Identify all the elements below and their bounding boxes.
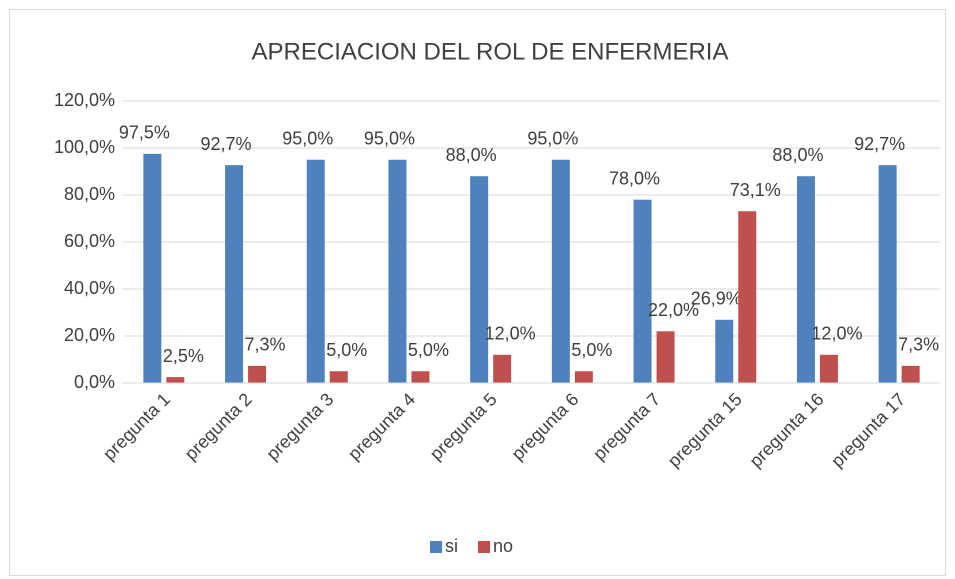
bar	[306, 159, 325, 383]
bar	[574, 371, 593, 383]
bar	[878, 165, 897, 383]
data-label: 92,7%	[201, 134, 252, 154]
bar	[796, 176, 815, 383]
data-label: 5,0%	[408, 340, 449, 360]
bar	[819, 354, 838, 383]
bar	[738, 211, 757, 383]
bar	[388, 159, 407, 383]
data-label: 12,0%	[811, 324, 862, 344]
bar	[329, 371, 348, 383]
bar	[411, 371, 430, 383]
legend-swatch	[478, 541, 490, 553]
legend-swatch	[430, 541, 442, 553]
y-tick-label: 0,0%	[74, 372, 115, 392]
data-label: 73,1%	[730, 180, 781, 200]
data-label: 88,0%	[772, 145, 823, 165]
legend-label: no	[493, 536, 513, 556]
data-label: 88,0%	[446, 145, 497, 165]
data-label: 95,0%	[364, 129, 415, 149]
data-label: 5,0%	[571, 340, 612, 360]
data-label: 92,7%	[854, 134, 905, 154]
y-tick-label: 40,0%	[64, 278, 115, 298]
bar	[715, 319, 734, 383]
y-tick-label: 20,0%	[64, 325, 115, 345]
legend-label: si	[445, 536, 458, 556]
bar	[633, 199, 652, 383]
data-label: 95,0%	[527, 129, 578, 149]
y-tick-label: 80,0%	[64, 184, 115, 204]
data-label: 5,0%	[326, 340, 367, 360]
y-tick-label: 60,0%	[64, 231, 115, 251]
data-label: 78,0%	[609, 168, 660, 188]
chart-title: APRECIACION DEL ROL DE ENFERMERIA	[252, 38, 729, 65]
bar	[166, 377, 185, 383]
data-label: 12,0%	[485, 324, 536, 344]
bar	[551, 159, 570, 383]
bar	[470, 176, 489, 383]
data-label: 95,0%	[282, 129, 333, 149]
data-label: 26,9%	[691, 289, 742, 309]
y-tick-label: 120,0%	[54, 90, 115, 110]
data-label: 97,5%	[119, 123, 170, 143]
y-tick-label: 100,0%	[54, 137, 115, 157]
data-label: 2,5%	[163, 346, 204, 366]
data-label: 7,3%	[898, 335, 939, 355]
bar	[656, 331, 675, 383]
bar	[248, 365, 267, 383]
data-label: 7,3%	[245, 335, 286, 355]
bar	[493, 354, 512, 383]
bar	[143, 153, 162, 383]
data-label: 22,0%	[648, 300, 699, 320]
bar	[225, 165, 244, 383]
bar	[901, 365, 920, 383]
